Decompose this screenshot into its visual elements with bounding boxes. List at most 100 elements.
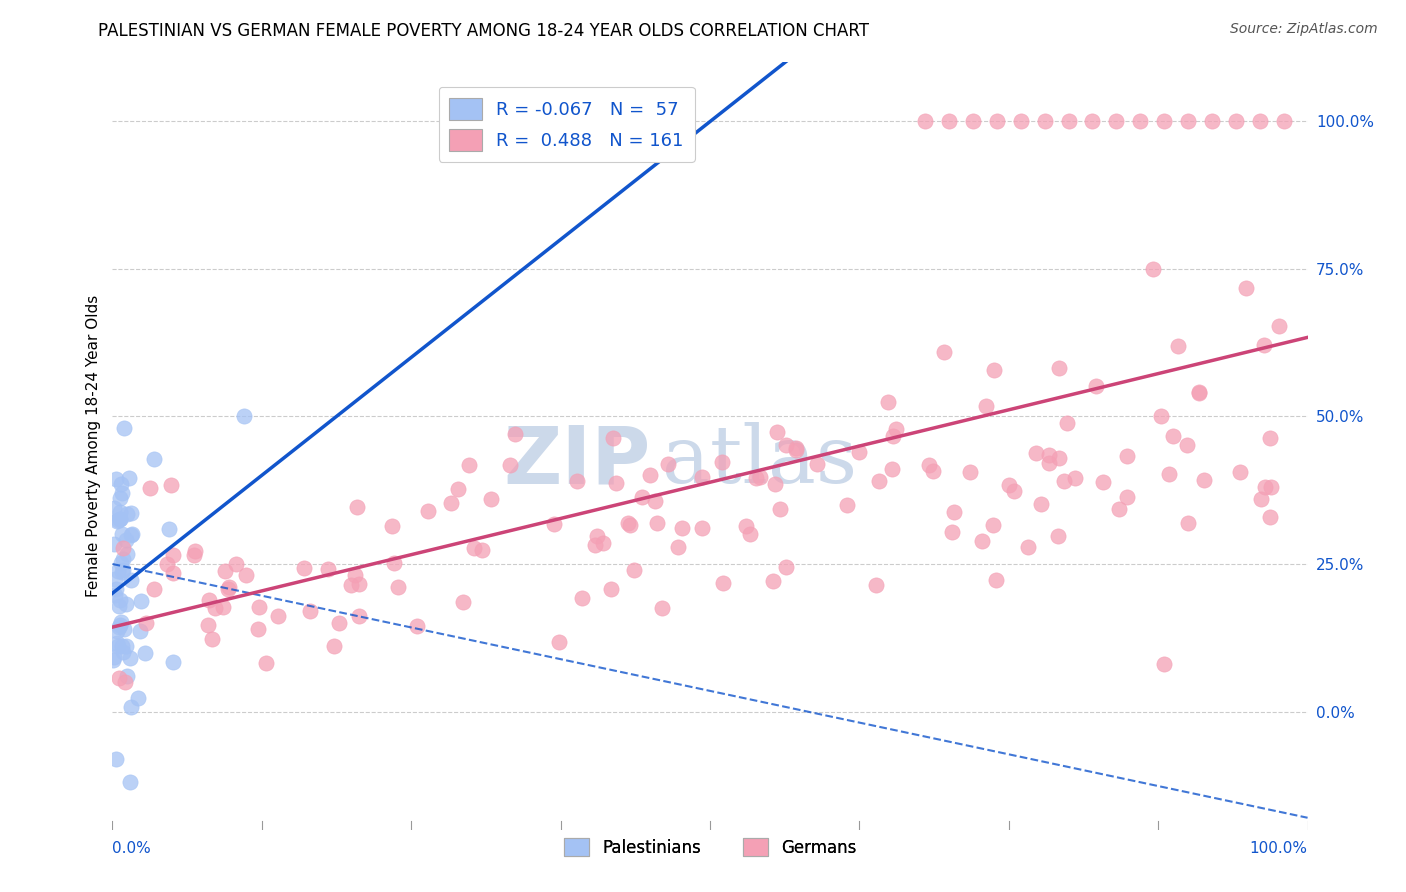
Point bbox=[381, 519, 404, 533]
Point bbox=[1201, 114, 1223, 128]
Point bbox=[1081, 114, 1104, 128]
Point bbox=[1049, 360, 1071, 375]
Point bbox=[157, 522, 180, 536]
Point bbox=[127, 691, 149, 706]
Point bbox=[347, 608, 370, 623]
Point bbox=[471, 543, 494, 558]
Point bbox=[142, 582, 165, 596]
Point bbox=[498, 458, 520, 472]
Point bbox=[941, 525, 963, 540]
Point bbox=[666, 540, 689, 554]
Point bbox=[451, 595, 474, 609]
Point bbox=[110, 593, 132, 607]
Point bbox=[983, 363, 1005, 377]
Point bbox=[1047, 529, 1070, 543]
Point bbox=[128, 624, 150, 638]
Point bbox=[1234, 281, 1257, 295]
Point bbox=[405, 619, 427, 633]
Point bbox=[103, 537, 125, 551]
Point bbox=[131, 594, 153, 608]
Point bbox=[108, 505, 131, 519]
Point bbox=[631, 490, 654, 504]
Point bbox=[110, 476, 132, 491]
Point bbox=[619, 518, 641, 533]
Point bbox=[103, 653, 125, 667]
Point bbox=[1017, 540, 1039, 554]
Point bbox=[479, 492, 502, 507]
Point bbox=[882, 428, 904, 442]
Point bbox=[1253, 338, 1275, 352]
Point bbox=[382, 556, 405, 570]
Point bbox=[1258, 431, 1281, 445]
Legend: Palestinians, Germans: Palestinians, Germans bbox=[557, 831, 863, 863]
Point bbox=[416, 504, 439, 518]
Point bbox=[235, 568, 257, 582]
Point bbox=[1258, 510, 1281, 524]
Point bbox=[914, 114, 936, 128]
Point bbox=[387, 580, 409, 594]
Point bbox=[865, 578, 887, 592]
Point bbox=[120, 528, 142, 542]
Point bbox=[142, 451, 165, 466]
Point bbox=[463, 541, 485, 555]
Text: Source: ZipAtlas.com: Source: ZipAtlas.com bbox=[1230, 22, 1378, 37]
Point bbox=[1092, 475, 1115, 490]
Point bbox=[1105, 114, 1128, 128]
Point bbox=[200, 632, 222, 647]
Point bbox=[1038, 456, 1060, 470]
Point bbox=[1084, 379, 1107, 393]
Point bbox=[932, 344, 955, 359]
Point bbox=[110, 618, 132, 632]
Point bbox=[440, 496, 463, 510]
Point bbox=[1031, 497, 1053, 511]
Point bbox=[162, 655, 184, 669]
Point bbox=[765, 425, 787, 439]
Point bbox=[1188, 384, 1211, 399]
Point bbox=[155, 557, 177, 571]
Point bbox=[769, 501, 792, 516]
Point bbox=[183, 548, 205, 562]
Point bbox=[503, 427, 526, 442]
Point bbox=[547, 634, 569, 648]
Point bbox=[114, 533, 136, 547]
Point bbox=[986, 114, 1008, 128]
Point bbox=[806, 458, 828, 472]
Point bbox=[1002, 483, 1025, 498]
Point bbox=[347, 577, 370, 591]
Point bbox=[602, 431, 624, 445]
Text: PALESTINIAN VS GERMAN FEMALE POVERTY AMONG 18-24 YEAR OLDS CORRELATION CHART: PALESTINIAN VS GERMAN FEMALE POVERTY AMO… bbox=[98, 22, 869, 40]
Point bbox=[1025, 446, 1047, 460]
Point bbox=[105, 752, 128, 766]
Point bbox=[671, 521, 693, 535]
Point bbox=[710, 455, 733, 469]
Point bbox=[111, 565, 134, 579]
Point bbox=[108, 671, 131, 685]
Point bbox=[943, 505, 966, 519]
Point bbox=[112, 645, 135, 659]
Point bbox=[1108, 502, 1130, 516]
Point bbox=[981, 517, 1004, 532]
Point bbox=[763, 476, 786, 491]
Point bbox=[605, 476, 627, 491]
Point bbox=[266, 609, 288, 624]
Point bbox=[323, 640, 346, 654]
Point bbox=[616, 516, 638, 531]
Point bbox=[110, 556, 132, 570]
Point bbox=[1188, 385, 1211, 400]
Point bbox=[162, 566, 184, 581]
Point bbox=[104, 572, 127, 586]
Point bbox=[120, 775, 142, 789]
Point bbox=[886, 422, 908, 436]
Point bbox=[254, 656, 277, 670]
Point bbox=[115, 597, 138, 611]
Point bbox=[1150, 409, 1173, 423]
Point bbox=[744, 471, 766, 485]
Point bbox=[711, 576, 734, 591]
Point bbox=[1116, 449, 1139, 463]
Point bbox=[1159, 467, 1181, 481]
Point bbox=[316, 562, 339, 576]
Point bbox=[1033, 114, 1056, 128]
Point bbox=[346, 500, 368, 514]
Point bbox=[1153, 657, 1175, 672]
Point bbox=[1056, 417, 1078, 431]
